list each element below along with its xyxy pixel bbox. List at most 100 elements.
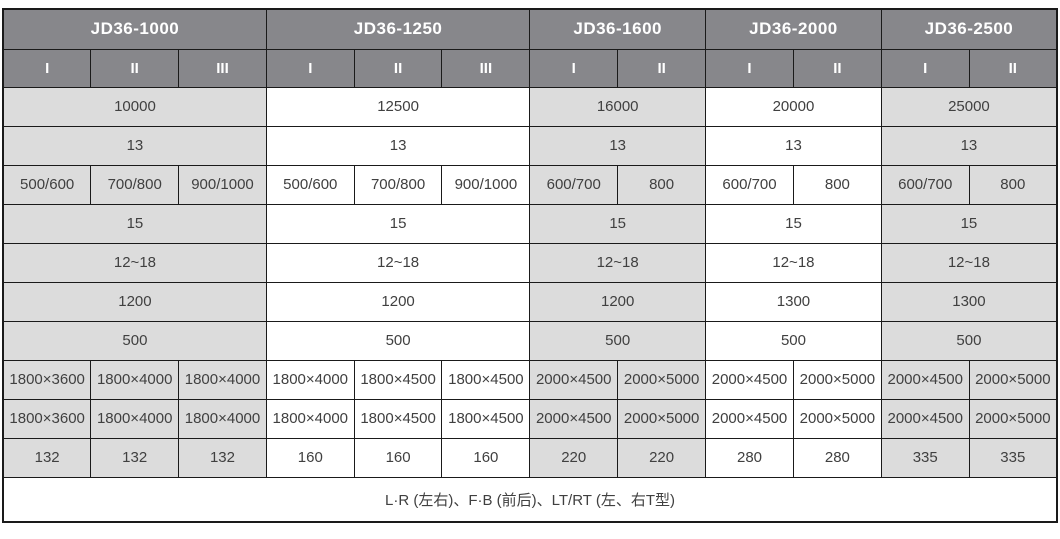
- table-row: 500 500 500 500 500: [2, 320, 1058, 361]
- spec-cell: 2000×5000: [617, 359, 707, 400]
- spec-cell: 500/600: [265, 164, 355, 205]
- spec-cell: 335: [880, 437, 970, 478]
- spec-cell: 132: [178, 437, 267, 478]
- spec-cell: 13: [880, 125, 1058, 166]
- spec-cell: 20000: [705, 86, 882, 127]
- variant-header-row: I II III I II III I II I II I II: [2, 48, 1058, 88]
- spec-cell: 1800×4000: [265, 398, 355, 439]
- spec-cell: 13: [265, 125, 531, 166]
- spec-cell: 700/800: [353, 164, 443, 205]
- spec-cell: 700/800: [90, 164, 180, 205]
- spec-cell: 1200: [265, 281, 531, 322]
- variant-header: II: [353, 48, 443, 88]
- spec-cell: 900/1000: [441, 164, 531, 205]
- spec-cell: 2000×4500: [529, 398, 619, 439]
- spec-cell: 25000: [880, 86, 1058, 127]
- variant-header: I: [265, 48, 355, 88]
- spec-cell: 13: [705, 125, 882, 166]
- model-header-jd36-1250: JD36-1250: [265, 8, 531, 50]
- variant-header: II: [792, 48, 882, 88]
- spec-cell: 2000×5000: [792, 359, 882, 400]
- spec-cell: 1800×4000: [178, 359, 267, 400]
- spec-cell: 2000×4500: [880, 398, 970, 439]
- spec-cell: 800: [968, 164, 1058, 205]
- spec-cell: 2000×5000: [617, 398, 707, 439]
- spec-cell: 500: [265, 320, 531, 361]
- spec-cell: 1800×3600: [2, 359, 92, 400]
- variant-header: III: [178, 48, 267, 88]
- variant-header: II: [617, 48, 707, 88]
- spec-cell: 16000: [529, 86, 707, 127]
- spec-cell: 2000×5000: [968, 359, 1058, 400]
- table-row: 13 13 13 13 13: [2, 125, 1058, 166]
- spec-cell: 2000×4500: [705, 398, 794, 439]
- spec-cell: 900/1000: [178, 164, 267, 205]
- spec-cell: 1800×4000: [90, 359, 180, 400]
- spec-cell: 500: [529, 320, 707, 361]
- variant-header: I: [2, 48, 92, 88]
- spec-cell: 12~18: [2, 242, 267, 283]
- spec-cell: 160: [353, 437, 443, 478]
- spec-cell: 600/700: [880, 164, 970, 205]
- spec-cell: 1800×4500: [353, 359, 443, 400]
- variant-header: III: [441, 48, 531, 88]
- spec-cell: 1800×3600: [2, 398, 92, 439]
- spec-cell: 800: [792, 164, 882, 205]
- spec-cell: 15: [265, 203, 531, 244]
- variant-header: I: [529, 48, 619, 88]
- spec-cell: 220: [617, 437, 707, 478]
- spec-cell: 1800×4000: [90, 398, 180, 439]
- spec-cell: 220: [529, 437, 619, 478]
- spec-cell: 1200: [2, 281, 267, 322]
- spec-cell: 160: [441, 437, 531, 478]
- model-header-row: JD36-1000 JD36-1250 JD36-1600 JD36-2000 …: [2, 8, 1058, 50]
- spec-cell: 335: [968, 437, 1058, 478]
- spec-cell: 2000×5000: [968, 398, 1058, 439]
- spec-cell: 600/700: [705, 164, 794, 205]
- spec-cell: 800: [617, 164, 707, 205]
- model-header-jd36-2000: JD36-2000: [705, 8, 882, 50]
- spec-cell: 500: [705, 320, 882, 361]
- table-row: 132 132 132 160 160 160 220 220 280 280 …: [2, 437, 1058, 478]
- spec-cell: 160: [265, 437, 355, 478]
- variant-header: II: [90, 48, 180, 88]
- table-row: 10000 12500 16000 20000 25000: [2, 86, 1058, 127]
- spec-cell: 13: [529, 125, 707, 166]
- spec-cell: 1800×4500: [441, 359, 531, 400]
- model-header-jd36-1000: JD36-1000: [2, 8, 267, 50]
- spec-cell: 132: [90, 437, 180, 478]
- spec-cell: 280: [792, 437, 882, 478]
- spec-table: JD36-1000 JD36-1250 JD36-1600 JD36-2000 …: [2, 8, 1058, 523]
- spec-cell: 1300: [705, 281, 882, 322]
- spec-cell: 13: [2, 125, 267, 166]
- footer-note-cell: L·R (左右)、F·B (前后)、LT/RT (左、右T型): [2, 476, 1058, 523]
- spec-cell: 132: [2, 437, 92, 478]
- spec-cell: 500/600: [2, 164, 92, 205]
- table-row: 1800×3600 1800×4000 1800×4000 1800×4000 …: [2, 359, 1058, 400]
- footer-row: L·R (左右)、F·B (前后)、LT/RT (左、右T型): [2, 476, 1058, 523]
- spec-cell: 12500: [265, 86, 531, 127]
- spec-cell: 15: [2, 203, 267, 244]
- spec-cell: 12~18: [529, 242, 707, 283]
- model-header-jd36-2500: JD36-2500: [880, 8, 1058, 50]
- spec-cell: 1800×4500: [441, 398, 531, 439]
- spec-cell: 1800×4500: [353, 398, 443, 439]
- model-header-jd36-1600: JD36-1600: [529, 8, 707, 50]
- spec-cell: 2000×4500: [529, 359, 619, 400]
- spec-cell: 12~18: [265, 242, 531, 283]
- spec-cell: 500: [2, 320, 267, 361]
- spec-cell: 600/700: [529, 164, 619, 205]
- spec-cell: 2000×4500: [705, 359, 794, 400]
- spec-cell: 15: [880, 203, 1058, 244]
- spec-cell: 2000×5000: [792, 398, 882, 439]
- table-row: 1200 1200 1200 1300 1300: [2, 281, 1058, 322]
- spec-cell: 1800×4000: [265, 359, 355, 400]
- spec-cell: 280: [705, 437, 794, 478]
- table-row: 15 15 15 15 15: [2, 203, 1058, 244]
- spec-cell: 2000×4500: [880, 359, 970, 400]
- spec-cell: 10000: [2, 86, 267, 127]
- variant-header: II: [968, 48, 1058, 88]
- spec-cell: 1300: [880, 281, 1058, 322]
- spec-cell: 1800×4000: [178, 398, 267, 439]
- table-row: 1800×3600 1800×4000 1800×4000 1800×4000 …: [2, 398, 1058, 439]
